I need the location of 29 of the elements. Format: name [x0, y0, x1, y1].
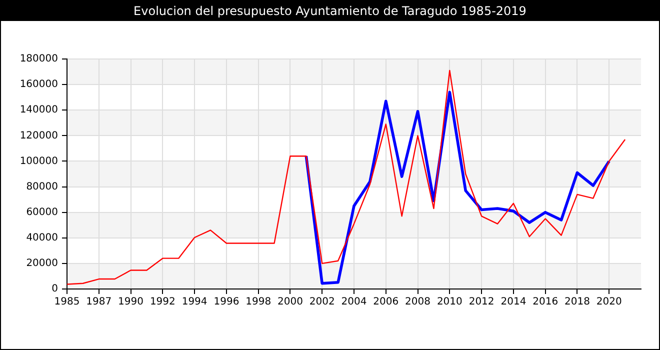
x-tick-label: 1998 [246, 296, 272, 308]
y-tick-label: 160000 [20, 79, 58, 90]
x-tick-label: 1990 [118, 296, 144, 308]
y-tick-label: 120000 [20, 130, 58, 142]
x-tick-label: 1994 [182, 296, 208, 308]
x-tick-label: 2012 [468, 296, 494, 308]
x-tick-label: 2010 [436, 296, 462, 308]
y-tick-label: 0 [52, 284, 58, 295]
y-tick-label: 80000 [26, 181, 58, 192]
x-tick-label: 2008 [405, 296, 431, 308]
x-tick-label: 1985 [54, 296, 80, 308]
y-tick-label: 100000 [20, 156, 58, 167]
x-tick-label: 2020 [596, 296, 622, 308]
y-tick-label: 20000 [26, 258, 58, 270]
y-tick-label: 60000 [26, 206, 58, 218]
chart-title: Evolucion del presupuesto Ayuntamiento de Taragudo 1985-2019 [1, 1, 659, 21]
x-tick-label: 2016 [532, 296, 558, 308]
x-tick-label: 1987 [86, 296, 112, 308]
x-tick-label: 2014 [500, 296, 526, 308]
x-tick-label: 1992 [150, 296, 176, 308]
y-tick-label: 180000 [20, 54, 58, 65]
y-tick-label: 40000 [26, 232, 58, 244]
x-tick-label: 1996 [214, 296, 240, 308]
x-tick-label: 2004 [341, 296, 367, 308]
x-tick-label: 2002 [309, 296, 335, 308]
x-tick-label: 2018 [564, 296, 590, 308]
x-tick-label: 2000 [277, 296, 303, 308]
y-tick-label: 140000 [20, 104, 58, 116]
x-tick-label: 2006 [373, 296, 399, 308]
